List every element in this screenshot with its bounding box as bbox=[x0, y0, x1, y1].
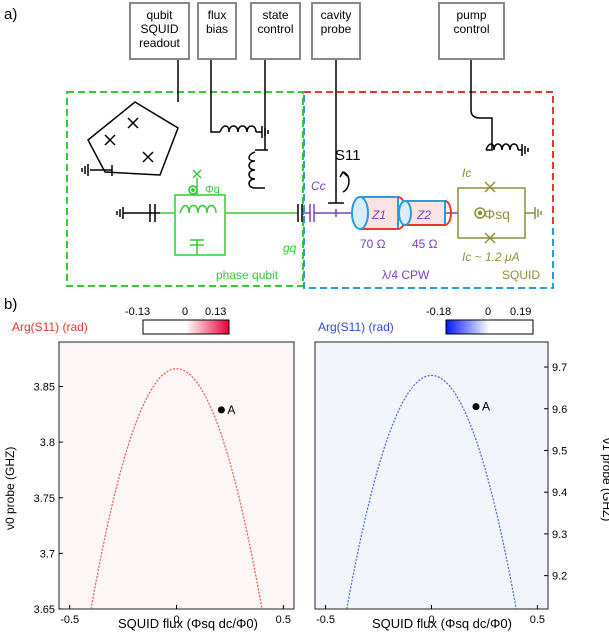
phase-qubit-circuit bbox=[160, 169, 298, 256]
right-ytick-label: 9.7 bbox=[552, 362, 567, 374]
left-colorbar-label: Arg(S11) (rad) bbox=[12, 320, 88, 334]
circuit-diagram: Φq Φsq S11 Cc Z1 Z2 70 Ω 45 Ω gq Ic Ic ~… bbox=[66, 60, 554, 289]
squid-region-red bbox=[304, 91, 554, 228]
left-ytick-label: 3.8 bbox=[40, 437, 55, 449]
right-heatmap bbox=[314, 341, 549, 610]
left-ytick-label: 3.85 bbox=[34, 382, 55, 394]
coupling-capacitor bbox=[302, 204, 458, 222]
cavity-line-1: cavity bbox=[320, 8, 352, 22]
s11-label: S11 bbox=[335, 147, 361, 164]
cavity-probe-box: cavity probe bbox=[311, 2, 361, 60]
z2-segment bbox=[398, 200, 452, 226]
right-xtick-label: 0 bbox=[428, 614, 434, 626]
right-ytick-label: 9.3 bbox=[552, 529, 567, 541]
phi-q-label: Φq bbox=[205, 184, 220, 196]
z1-segment bbox=[351, 196, 407, 230]
left-ytick-label: 3.65 bbox=[34, 604, 55, 616]
qubit-ground bbox=[116, 204, 303, 222]
right-marker-a bbox=[472, 403, 480, 411]
left-ytick-label: 3.7 bbox=[40, 548, 55, 560]
right-ytick-label: 9.4 bbox=[552, 487, 567, 499]
readout-line-2: SQUID bbox=[140, 22, 179, 36]
left-colorbar bbox=[142, 319, 230, 335]
left-cb-tick-mid: 0 bbox=[182, 306, 188, 318]
z1-resistance: 70 Ω bbox=[360, 237, 386, 251]
left-cb-tick-max: 0.13 bbox=[205, 306, 226, 318]
cavity-line-2: probe bbox=[320, 22, 352, 36]
flux-bias-box: flux bias bbox=[197, 2, 237, 60]
z2-label: Z2 bbox=[416, 208, 431, 222]
right-xlabel: SQUID flux (Φsq dc/Φ0) bbox=[372, 616, 512, 631]
left-xtick-label: 0.5 bbox=[276, 614, 291, 626]
right-resonance-curve bbox=[346, 374, 517, 610]
pump-control-box: pump control bbox=[438, 2, 505, 60]
cavity-probe-line bbox=[328, 60, 350, 204]
phi-sq-label: Φsq bbox=[484, 206, 510, 222]
pump-coil bbox=[470, 60, 529, 156]
left-ylabel: ν0 probe (GHZ) bbox=[3, 447, 17, 530]
state-line-2: control bbox=[257, 22, 294, 36]
right-ytick-label: 9.6 bbox=[552, 404, 567, 416]
z1-label: Z1 bbox=[371, 208, 386, 222]
left-marker-a bbox=[217, 406, 225, 414]
left-ytick-label: 3.75 bbox=[34, 493, 55, 505]
figure-b: Arg(S11) (rad) -0.13 0 0.13 Arg(S11) (ra… bbox=[3, 306, 609, 631]
right-cb-tick-mid: 0 bbox=[485, 306, 491, 318]
panel-a-label: a) bbox=[4, 6, 18, 23]
ic-bottom-label: Ic ~ 1.2 μA bbox=[462, 250, 520, 264]
right-ytick-label: 9.2 bbox=[552, 571, 567, 583]
cc-label: Cc bbox=[311, 179, 326, 193]
right-colorbar-label: Arg(S11) (rad) bbox=[318, 320, 394, 334]
phase-qubit-region bbox=[66, 91, 304, 287]
squid-label: SQUID bbox=[502, 268, 540, 282]
readout-line-1: qubit bbox=[146, 8, 173, 22]
right-cb-tick-min: -0.18 bbox=[426, 306, 451, 318]
cpw-region-blue bbox=[303, 92, 554, 289]
flux-line-2: bias bbox=[205, 22, 228, 36]
z2-resistance: 45 Ω bbox=[412, 237, 438, 251]
right-cb-tick-max: 0.19 bbox=[510, 306, 531, 318]
right-xtick-label: -0.5 bbox=[316, 614, 335, 626]
right-ylabel: ν1 probe (GHZ) bbox=[600, 438, 609, 521]
flux-line-1: flux bbox=[207, 8, 227, 22]
left-marker-label: A bbox=[227, 403, 235, 417]
squid-circuit bbox=[457, 181, 542, 244]
left-xtick-label: -0.5 bbox=[60, 614, 79, 626]
right-ytick-label: 9.5 bbox=[552, 445, 567, 457]
state-control-box: state control bbox=[250, 2, 301, 60]
left-heatmap bbox=[58, 341, 295, 610]
left-cb-tick-min: -0.13 bbox=[125, 306, 150, 318]
gq-label: gq bbox=[283, 241, 297, 255]
panel-b-label: b) bbox=[4, 296, 18, 313]
pump-line-2: control bbox=[453, 22, 490, 36]
left-xtick-label: 0 bbox=[173, 614, 179, 626]
phi-q-icon bbox=[188, 185, 198, 195]
readout-line-3: readout bbox=[139, 36, 180, 50]
left-resonance-curve bbox=[90, 368, 263, 610]
ic-top-label: Ic bbox=[462, 166, 471, 180]
pump-line-1: pump bbox=[456, 8, 487, 22]
right-colorbar bbox=[445, 319, 534, 335]
qubit-readout-box: qubit SQUID readout bbox=[129, 2, 190, 60]
readout-squid bbox=[81, 60, 179, 176]
phase-qubit-label: phase qubit bbox=[216, 268, 279, 282]
state-line-1: state bbox=[262, 8, 289, 22]
right-xtick-label: 0.5 bbox=[530, 614, 545, 626]
flux-bias-coil bbox=[210, 60, 269, 189]
left-xlabel: SQUID flux (Φsq dc/Φ0) bbox=[118, 616, 258, 631]
right-marker-label: A bbox=[482, 400, 490, 414]
cpw-label: λ/4 CPW bbox=[382, 268, 430, 282]
